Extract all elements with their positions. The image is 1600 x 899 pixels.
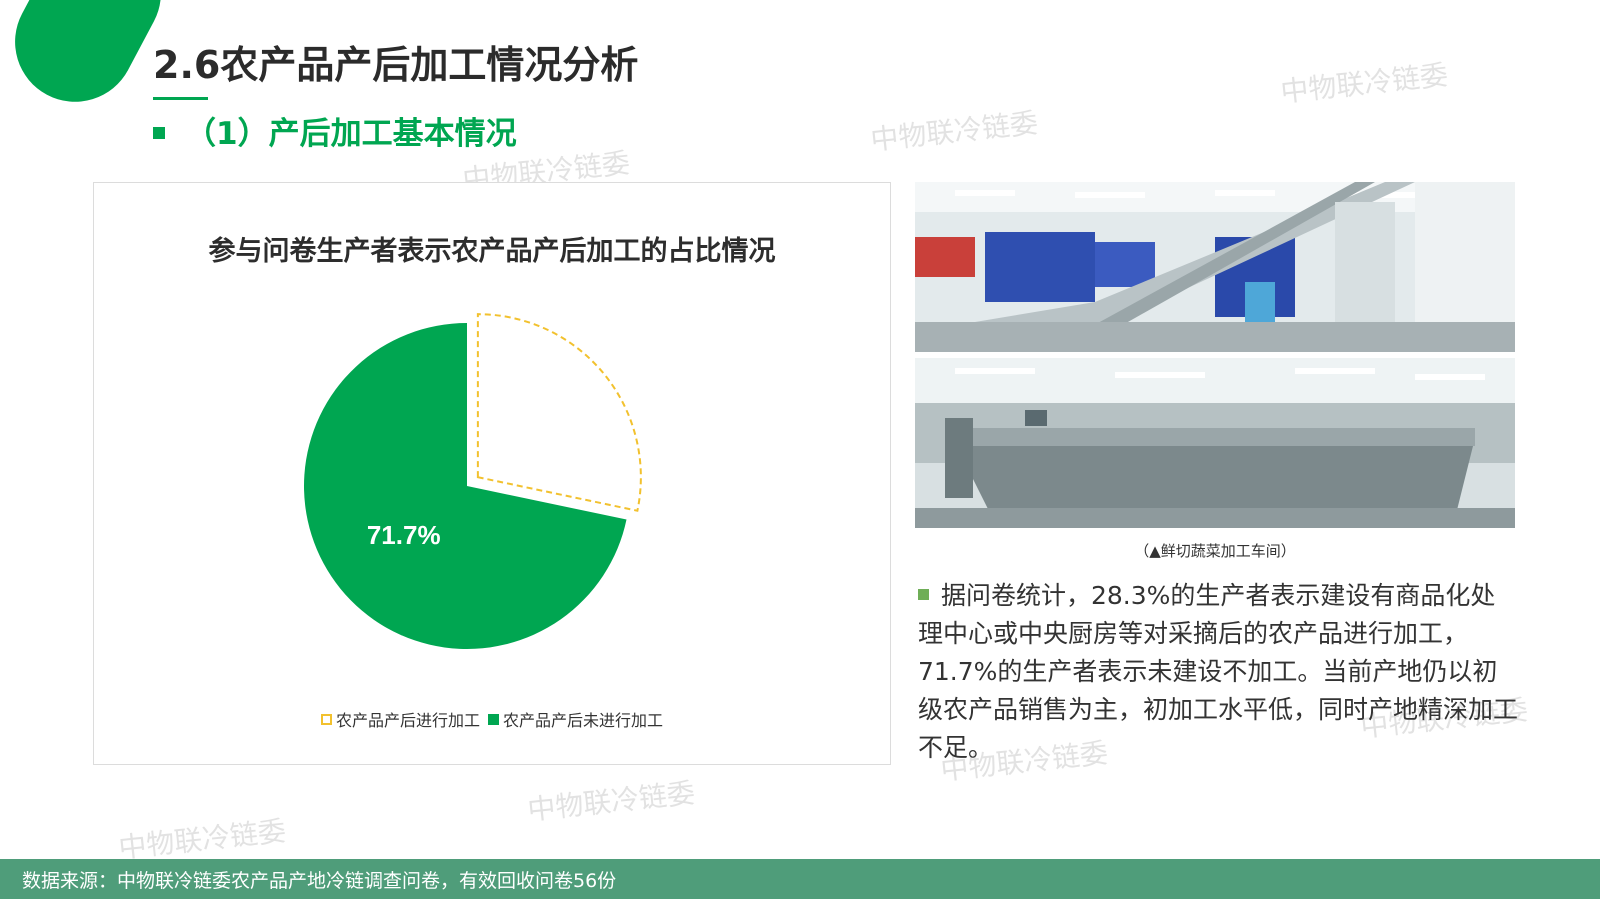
pie-chart: 71.7% (304, 313, 642, 649)
photo-illustration-top (915, 182, 1515, 352)
processing-workshop-photo-top (915, 182, 1515, 352)
chart-legend: 农产品产后进行加工 农产品产后未进行加工 (94, 707, 890, 731)
legend-item-processed: 农产品产后进行加工 (320, 707, 480, 731)
description-paragraph: 据问卷统计，28.3%的生产者表示建设有商品化处理中心或中央厨房等对采摘后的农产… (918, 577, 1518, 767)
paragraph-bullet-icon (918, 588, 929, 600)
legend-swatch-unprocessed (488, 713, 499, 725)
pie-slice-processed (476, 313, 642, 512)
photo-illustration-bottom (915, 358, 1515, 528)
legend-label-processed: 农产品产后进行加工 (335, 711, 480, 730)
watermark: 中物联冷链委 (868, 106, 1040, 157)
data-source-text: 数据来源：中物联冷链委农产品产地冷链调查问卷，有效回收问卷56份 (22, 869, 617, 892)
pie-slice-unprocessed (304, 323, 627, 649)
section-bullet-icon (153, 126, 165, 139)
legend-item-unprocessed: 农产品产后未进行加工 (488, 707, 663, 731)
chart-panel: 参与问卷生产者表示农产品产后加工的占比情况 71.7% 农产品产后进行加工 农产… (93, 182, 891, 765)
page-title: 2.6农产品产后加工情况分析 (153, 43, 639, 87)
title-underline (153, 97, 208, 100)
footer-bar: 数据来源：中物联冷链委农产品产地冷链调查问卷，有效回收问卷56份 (0, 859, 1600, 899)
description-text: 据问卷统计，28.3%的生产者表示建设有商品化处理中心或中央厨房等对采摘后的农产… (918, 581, 1519, 762)
section-heading: （1）产后加工基本情况 (153, 108, 517, 153)
watermark: 中物联冷链委 (1278, 58, 1450, 109)
section-heading-text: （1）产后加工基本情况 (185, 116, 517, 152)
photo-caption: （▲鲜切蔬菜加工车间） (1134, 542, 1296, 560)
legend-label-unprocessed: 农产品产后未进行加工 (503, 711, 664, 730)
processing-workshop-photo-bottom (915, 358, 1515, 528)
pie-data-label: 71.7% (367, 520, 441, 550)
chart-title: 参与问卷生产者表示农产品产后加工的占比情况 (208, 236, 776, 267)
watermark: 中物联冷链委 (525, 776, 697, 827)
legend-swatch-processed (320, 713, 332, 725)
